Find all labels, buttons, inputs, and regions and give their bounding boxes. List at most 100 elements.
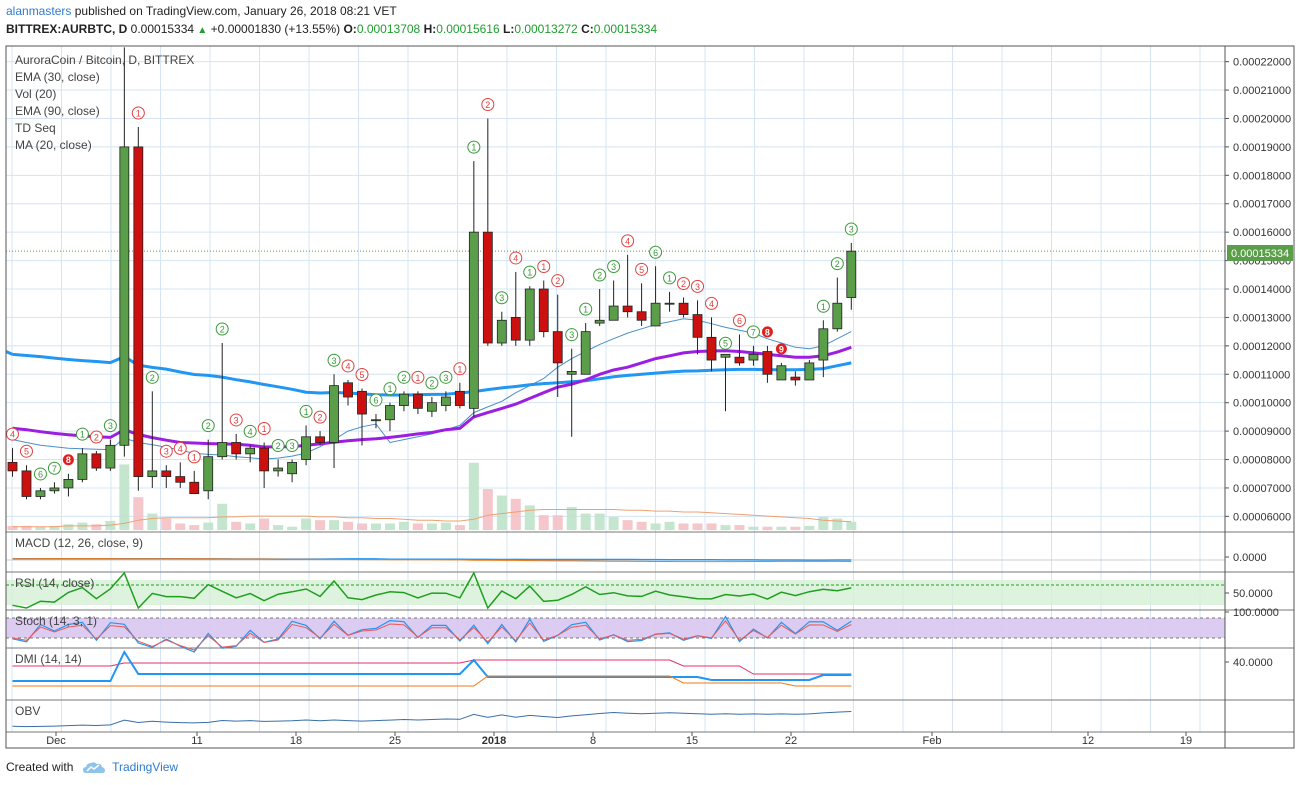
candle-body [217, 442, 228, 458]
y-tick-label: 0.00021000 [1233, 85, 1291, 97]
candle-body [35, 490, 46, 497]
td-seq-number: 3 [443, 373, 448, 383]
td-seq-number: 3 [849, 224, 854, 234]
volume-bar [49, 525, 60, 530]
candle-body [440, 396, 451, 406]
rsi-label: RSI (14, close) [15, 576, 94, 590]
legend-title: AuroraCoin / Bitcoin, D, BITTREX [15, 53, 194, 67]
candle-body [329, 385, 339, 443]
volume-bar [496, 495, 507, 530]
candle [720, 353, 731, 412]
td-seq-count: 4 [6, 427, 19, 441]
td-seq-marker [649, 245, 663, 259]
td-seq-number: 2 [150, 373, 155, 383]
td-seq-count: 2 [271, 439, 285, 453]
volume-bar [706, 523, 717, 530]
td-seq-count: 8 [62, 454, 74, 466]
volume-bar [650, 523, 661, 530]
candle [426, 397, 437, 417]
td-seq-count: 1 [467, 140, 481, 154]
td-seq-number: 1 [192, 452, 197, 462]
tradingview-logo-icon [82, 762, 105, 773]
candle [77, 448, 88, 483]
td-seq-number: 5 [723, 339, 728, 349]
candle [636, 283, 647, 326]
td-seq-marker [551, 274, 565, 288]
candle [161, 465, 172, 488]
td-seq-marker [327, 353, 341, 367]
td-seq-number: 1 [667, 273, 672, 283]
candle-body [748, 353, 759, 361]
obv-label: OBV [15, 704, 40, 718]
td-seq-marker [453, 362, 467, 376]
candle [287, 459, 298, 483]
td-seq-marker [523, 265, 537, 279]
td-seq-marker [537, 259, 551, 273]
td-seq-count: 1 [383, 382, 397, 396]
td-seq-number: 7 [751, 327, 756, 337]
tradingview-link[interactable]: TradingView [112, 760, 179, 774]
volume-bar [846, 521, 857, 530]
volume-bar [273, 525, 284, 530]
candle-body [552, 331, 563, 364]
rsi-y-tick: 50.0000 [1233, 588, 1273, 600]
volume-bar [175, 523, 186, 530]
candle [175, 462, 186, 488]
td-seq-number: 2 [429, 379, 434, 389]
td-seq-number: 3 [695, 282, 700, 292]
candle [664, 291, 675, 312]
candle-body [147, 470, 158, 477]
candle [818, 320, 829, 378]
td-seq-count: 6 [649, 245, 663, 259]
volume-bar [566, 507, 577, 530]
td-seq-number: 5 [359, 370, 364, 380]
close-value: 0.00015334 [593, 22, 658, 36]
volume-bar [734, 525, 745, 530]
x-tick-label: 12 [1082, 735, 1094, 747]
legend-tdseq: TD Seq [15, 121, 56, 135]
td-seq-marker [691, 279, 705, 293]
td-seq-count: 1 [663, 271, 677, 285]
candle [91, 451, 102, 471]
td-seq-count: 2 [830, 257, 844, 271]
volume-bar [21, 525, 32, 530]
candle-body [301, 436, 311, 460]
td-seq-number: 7 [52, 464, 57, 474]
td-seq-number: 4 [709, 299, 714, 309]
y-tick-label: 0.00010000 [1233, 398, 1291, 410]
volume-bar [552, 515, 563, 530]
td-seq-number: 5 [639, 265, 644, 275]
td-seq-number: 6 [653, 248, 658, 258]
volume-bar [818, 516, 829, 530]
td-seq-number: 1 [415, 373, 420, 383]
candle-body [580, 331, 591, 375]
candle [231, 433, 242, 460]
change: +0.00001830 (+13.55%) [210, 22, 341, 36]
candle [454, 382, 465, 409]
volume-bar [454, 525, 465, 530]
td-seq-marker [75, 427, 89, 441]
candle-body [734, 356, 745, 364]
trading-chart[interactable]: MACD (12, 26, close, 9) RSI (14, close) St… [0, 40, 1300, 752]
volume-bar [538, 515, 549, 530]
author-link[interactable]: alanmasters [6, 4, 72, 18]
dmi-y-tick: 40.0000 [1233, 657, 1273, 669]
td-seq-count: 1 [523, 265, 537, 279]
volume-bars [7, 462, 857, 530]
td-seq-count: 3 [565, 328, 579, 342]
td-seq-marker [593, 268, 607, 282]
candle [189, 470, 200, 495]
volume-bar [804, 525, 815, 530]
candle [468, 161, 479, 417]
td-seq-marker [131, 106, 145, 120]
td-seq-marker [844, 222, 858, 236]
stoch-d-line [12, 620, 852, 651]
volume-bar [692, 523, 703, 530]
td-seq-count: 3 [285, 439, 299, 453]
open-value: 0.00013708 [356, 22, 421, 36]
volume-bar [468, 462, 479, 530]
td-seq-marker [341, 359, 355, 373]
td-seq-number: 1 [457, 364, 462, 374]
candle [650, 266, 661, 327]
candle-body [594, 319, 605, 324]
